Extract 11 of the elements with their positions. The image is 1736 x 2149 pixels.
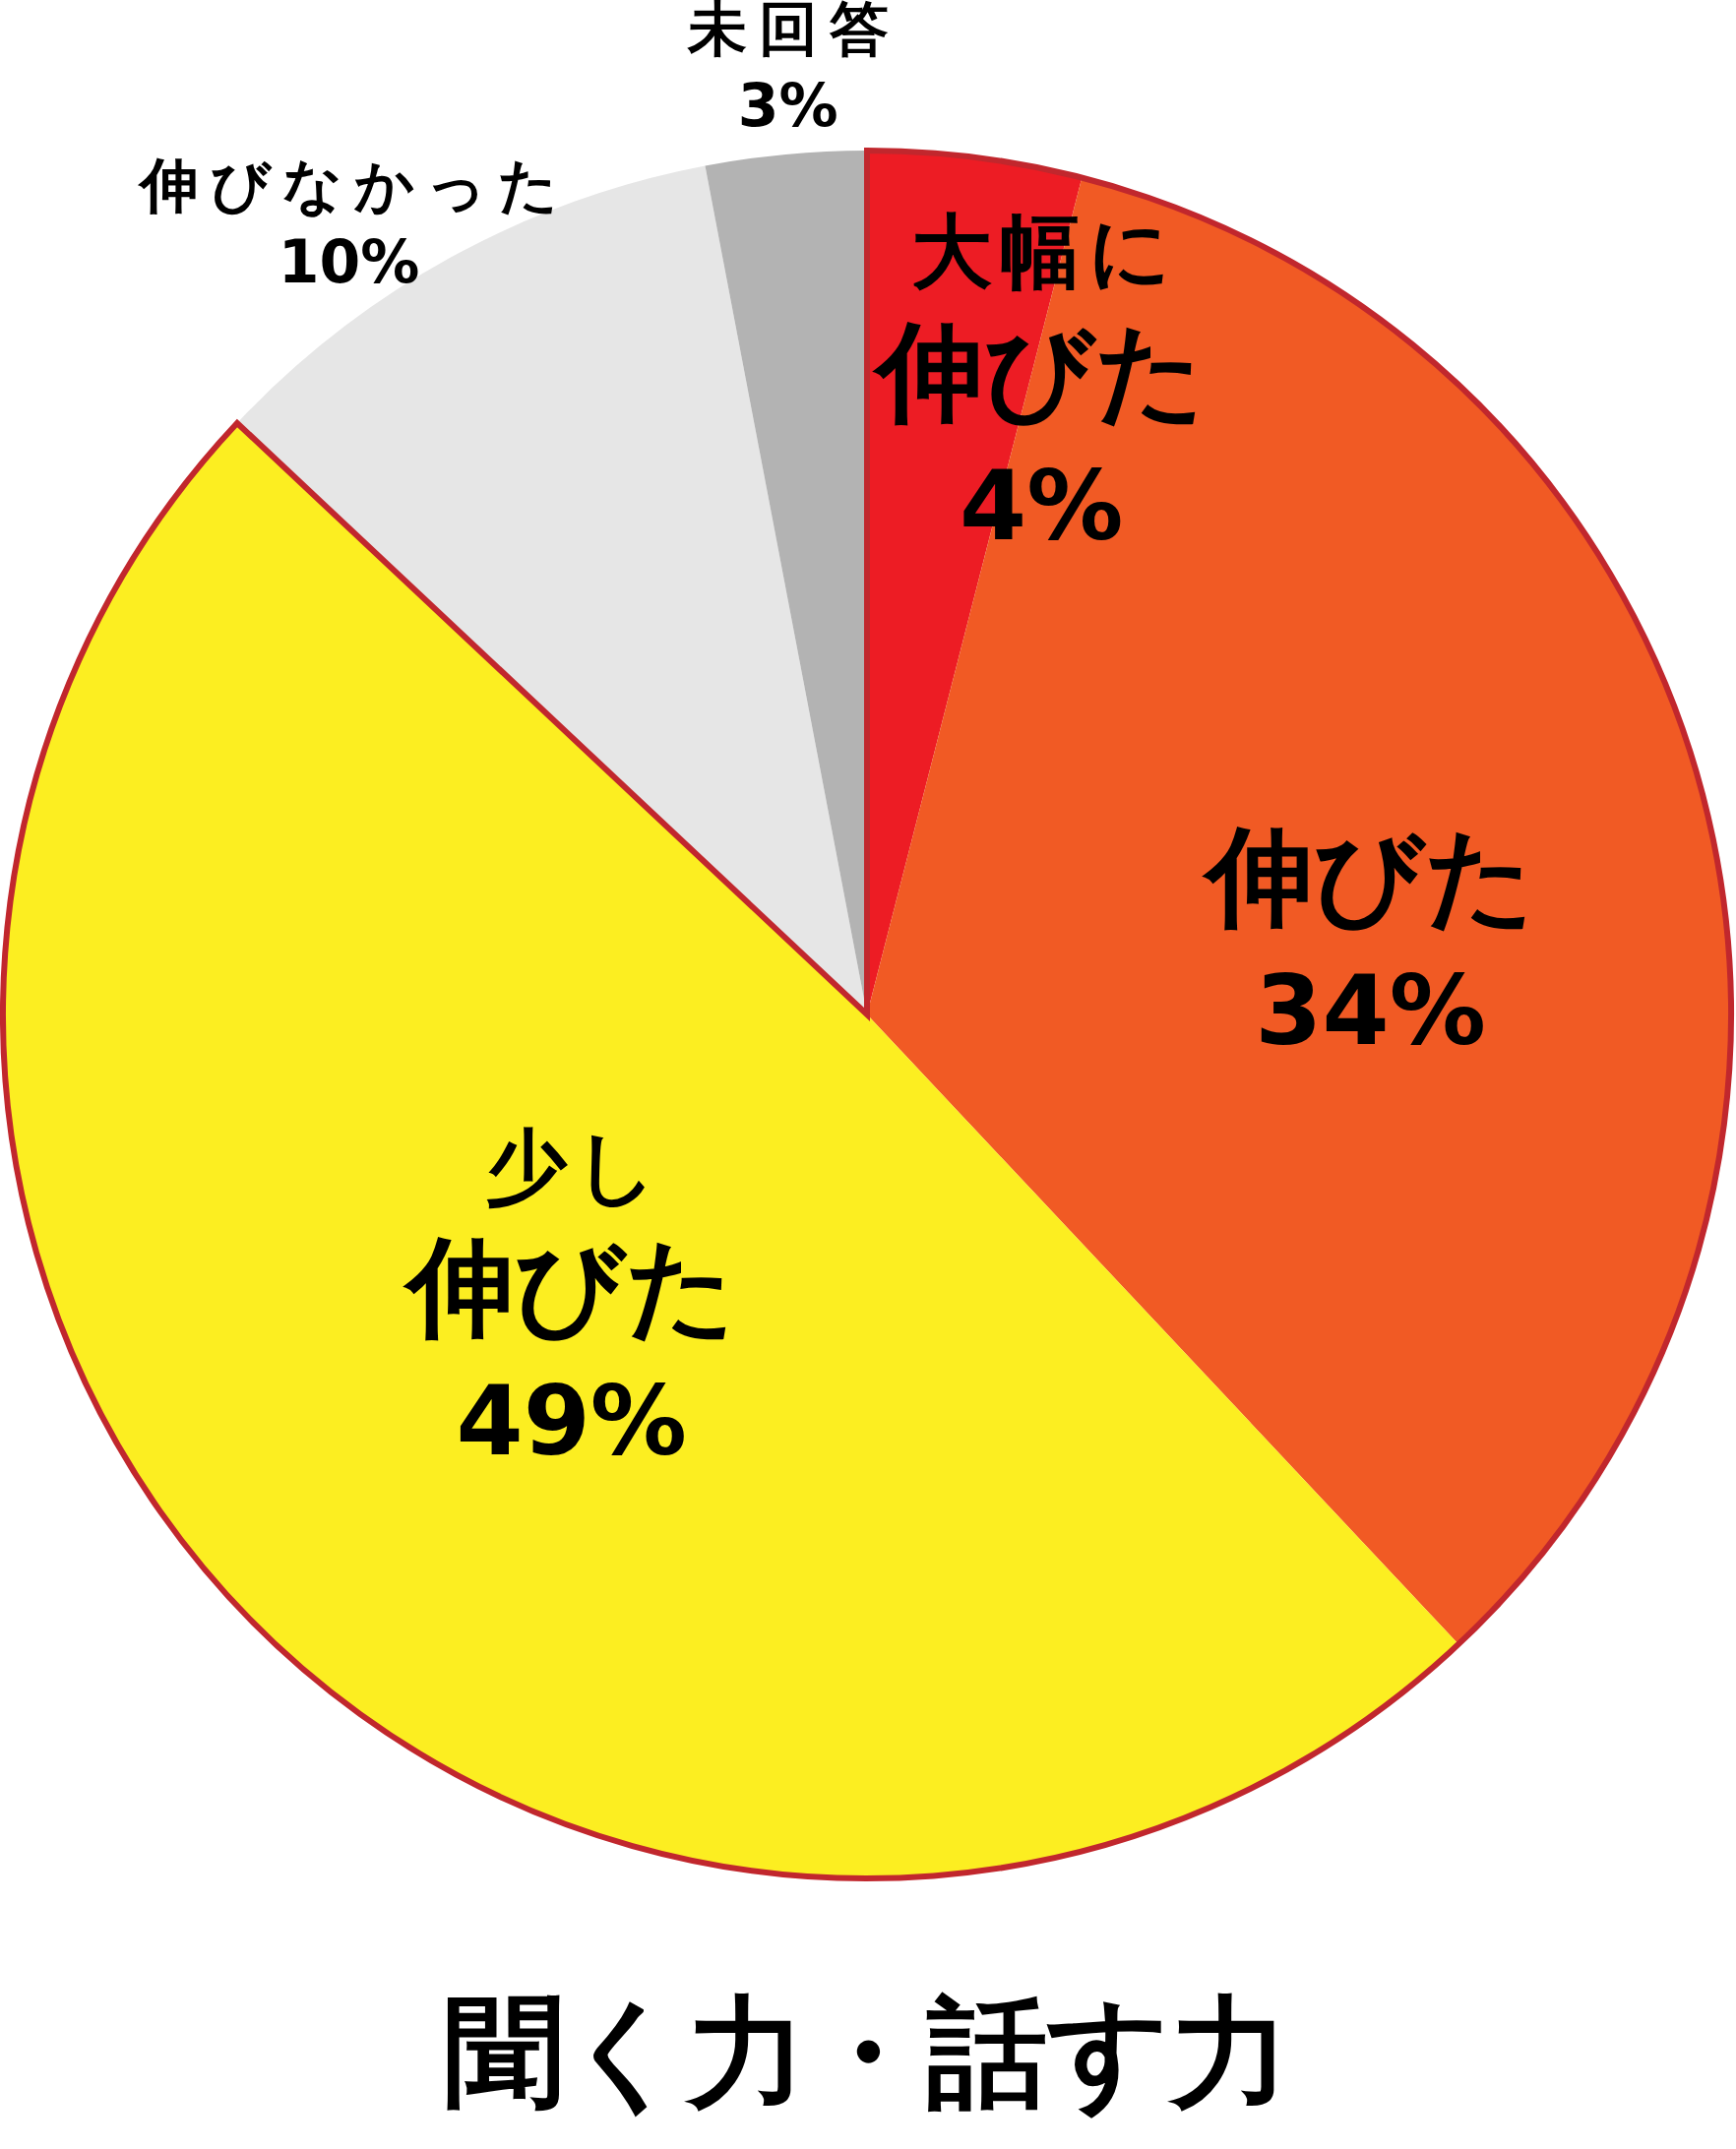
data-label: 4% [959, 449, 1124, 562]
data-label: 34% [1255, 954, 1486, 1068]
slice-label: 伸びなかった [137, 151, 571, 220]
data-label: 3% [737, 71, 838, 141]
data-label: 10% [278, 227, 420, 297]
slice-label: 大幅に伸びた [872, 204, 1208, 435]
slice-label: 伸びた [1201, 814, 1536, 941]
text: 聞く力・話す力 [444, 1983, 1290, 2123]
data-label: 49% [456, 1365, 688, 1478]
slice-label: 未回答 [686, 0, 900, 64]
slice-label: 少し伸びた [402, 1120, 737, 1351]
